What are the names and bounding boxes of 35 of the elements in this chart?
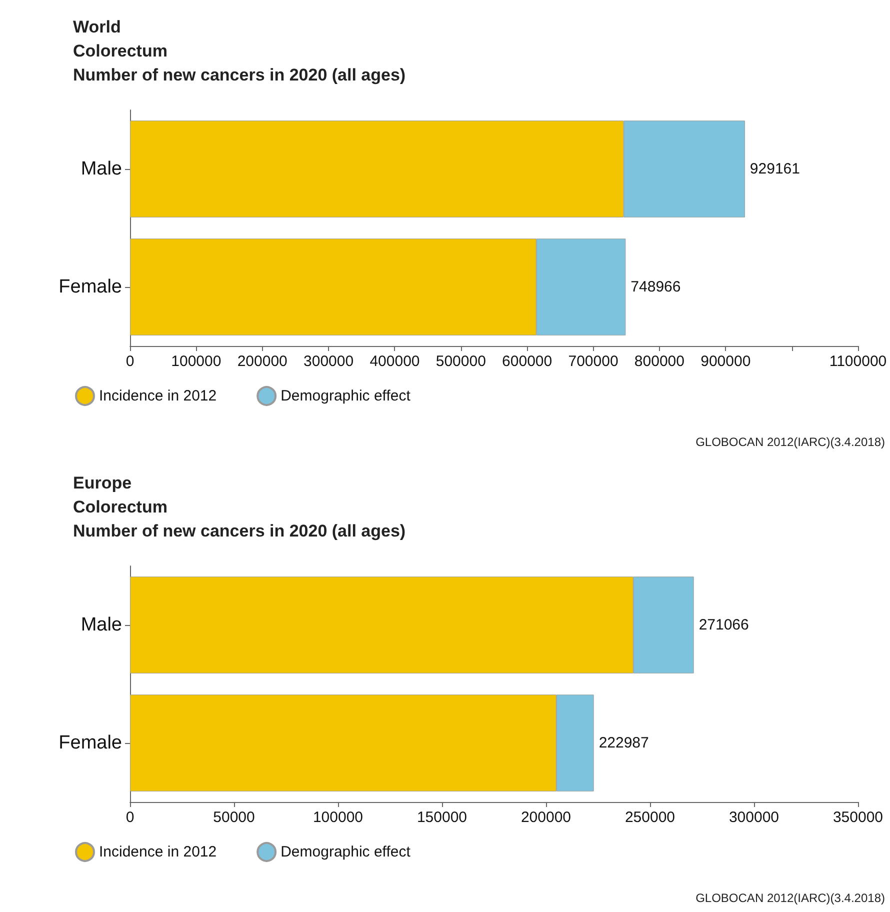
chart-title: Europe Colorectum Number of new cancers in 2020 (all ages) [73,474,406,540]
x-tick-label: 300000 [728,809,780,826]
y-tick-label: Male [80,614,122,636]
x-tick-label: 300000 [304,353,354,370]
legend-label: Demographic effect [280,844,412,860]
legend-label: Incidence in 2012 [99,388,217,404]
y-tick-label: Female [58,732,122,754]
text: GLOBOCAN 2012(IARC)(3.4.2018) [696,891,886,905]
x-tick-label: 250000 [624,809,676,826]
x-tick-label: 100000 [312,809,364,826]
x-tick-label: 150000 [416,809,468,826]
x-tick-label: 0 [126,353,134,370]
chart-title: World Colorectum Number of new cancers in 2020 (all ages) [73,18,406,84]
x-tick-label: 200000 [520,809,572,826]
legend-label: Incidence in 2012 [99,844,217,860]
x-tick-label: 500000 [436,353,486,370]
x-tick-label: 800000 [634,353,684,370]
total-label: 748966 [630,278,681,296]
y-tick-label: Female [58,276,122,298]
x-tick-label: 350000 [832,809,884,826]
x-tick-label: 700000 [568,353,618,370]
total-label: 929161 [750,160,800,178]
x-tick-label: 0 [126,809,134,826]
text: GLOBOCAN 2012(IARC)(3.4.2018) [696,435,886,449]
x-tick-label: 1100000 [829,353,887,370]
x-tick-label: 900000 [700,353,751,370]
total-label: 271066 [698,616,749,634]
total-label: 222987 [598,734,649,752]
x-tick-label: 600000 [502,353,552,370]
x-tick-label: 400000 [370,353,420,370]
x-tick-label: 100000 [171,353,222,370]
y-tick-label: Male [80,158,122,180]
legend-label: Demographic effect [280,388,412,404]
x-tick-label: 200000 [237,353,288,370]
x-tick-label: 50000 [213,809,255,826]
